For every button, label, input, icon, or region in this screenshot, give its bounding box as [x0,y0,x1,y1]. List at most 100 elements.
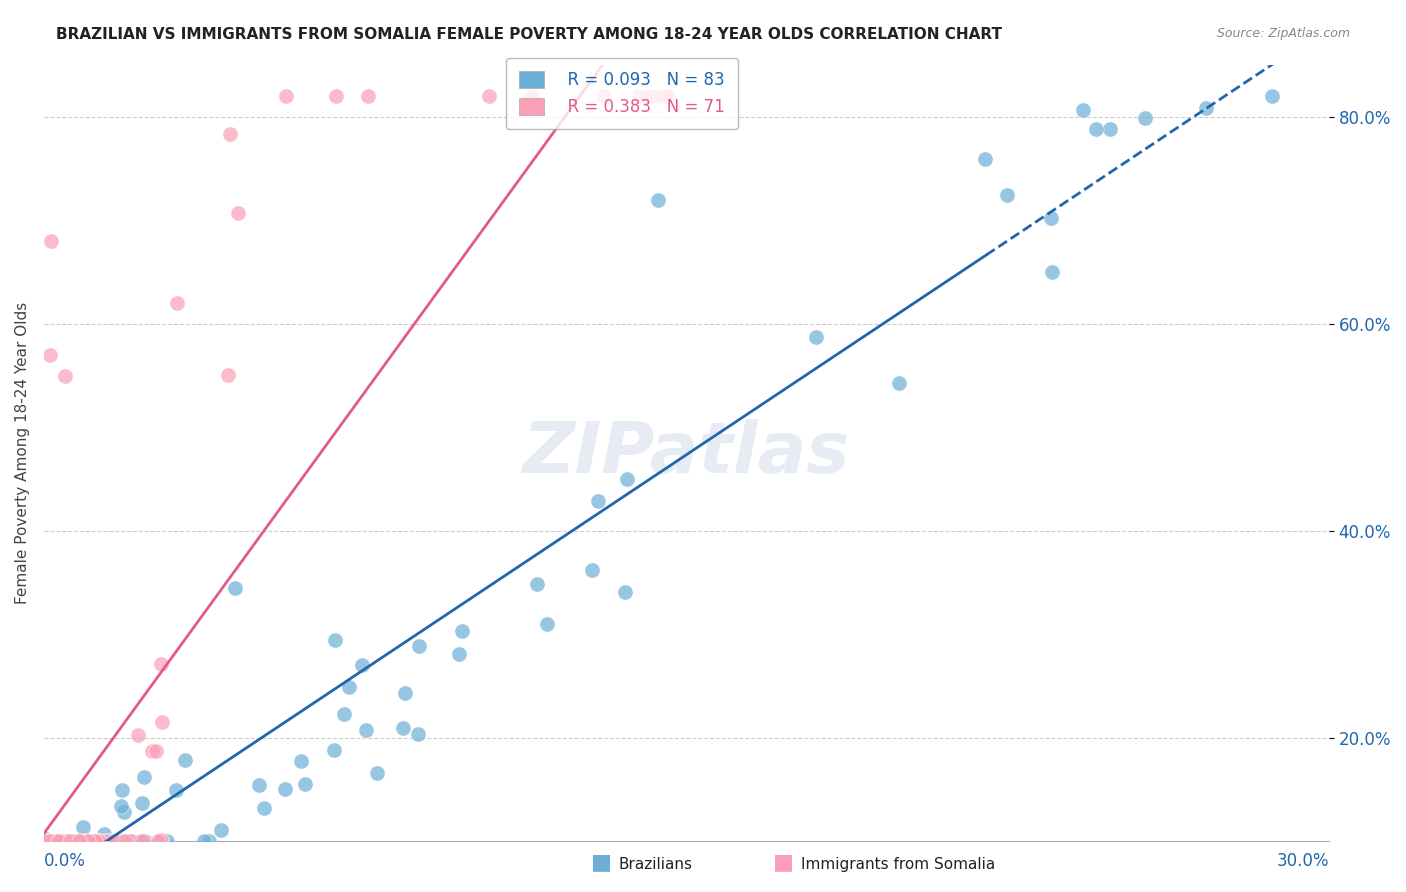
Point [1194,101,1216,115]
Point [132,770,155,784]
Point [48,834,70,848]
Point [132,834,155,848]
Point [55,834,77,848]
Point [1040,265,1063,279]
Point [325,89,347,103]
Point [650,89,672,103]
Point [173,753,195,767]
Point [111,783,134,797]
Point [82,834,104,848]
Point [392,721,415,735]
Point [69,834,91,848]
Point [39,834,62,848]
Point [34,834,56,848]
Point [39,348,62,362]
Text: ZIPatlas: ZIPatlas [523,418,851,488]
Point [58,834,80,848]
Point [103,834,125,848]
Point [520,89,543,103]
Point [1135,111,1157,125]
Point [55,834,77,848]
Point [73,834,96,848]
Point [1261,89,1284,103]
Point [53,834,76,848]
Point [131,834,153,848]
Text: Brazilians: Brazilians [619,857,693,872]
Point [149,833,172,847]
Point [449,648,471,662]
Point [217,368,239,382]
Point [89,834,111,848]
Point [627,89,650,103]
Point [274,781,297,796]
Point [84,834,107,848]
Point [294,777,316,791]
Text: ■: ■ [773,853,794,872]
Point [51,834,73,848]
Point [120,834,142,848]
Point [65,834,87,848]
Point [131,834,153,848]
Point [149,834,172,848]
Legend:   R = 0.093   N = 83,   R = 0.383   N = 71: R = 0.093 N = 83, R = 0.383 N = 71 [506,58,738,129]
Point [48,834,70,848]
Point [53,834,76,848]
Point [247,778,270,792]
Point [352,658,374,673]
Point [323,632,346,647]
Point [156,834,179,848]
Point [150,657,173,671]
Point [586,494,609,508]
Point [290,754,312,768]
Text: Source: ZipAtlas.com: Source: ZipAtlas.com [1216,27,1350,40]
Point [94,834,117,848]
Point [1085,122,1108,136]
Text: Immigrants from Somalia: Immigrants from Somalia [801,857,995,872]
Point [80,834,103,848]
Point [41,234,63,248]
Point [127,728,149,742]
Point [253,801,276,815]
Point [451,624,474,639]
Point [46,834,69,848]
Point [73,834,96,848]
Point [337,680,360,694]
Point [46,834,69,848]
Point [49,834,72,848]
Point [218,127,240,141]
Point [83,834,105,848]
Point [86,834,108,848]
Point [87,834,110,848]
Point [145,744,167,758]
Point [357,89,380,103]
Point [32,834,55,848]
Point [53,834,76,848]
Point [129,834,152,848]
Point [100,834,122,848]
Point [526,576,548,591]
Point [45,834,67,848]
Point [1039,211,1062,225]
Point [224,581,246,595]
Point [97,834,120,848]
Point [274,89,297,103]
Point [226,206,249,220]
Point [35,831,58,846]
Point [38,834,60,848]
Point [141,744,163,758]
Point [887,376,910,391]
Point [536,617,558,632]
Point [129,834,152,848]
Point [70,834,93,848]
Point [209,823,232,838]
Point [1098,121,1121,136]
Point [110,799,132,814]
Text: 30.0%: 30.0% [1277,852,1329,870]
Point [323,743,346,757]
Point [38,834,60,848]
Point [93,834,115,848]
Point [98,834,121,848]
Point [408,639,430,653]
Point [87,834,110,848]
Point [657,89,679,103]
